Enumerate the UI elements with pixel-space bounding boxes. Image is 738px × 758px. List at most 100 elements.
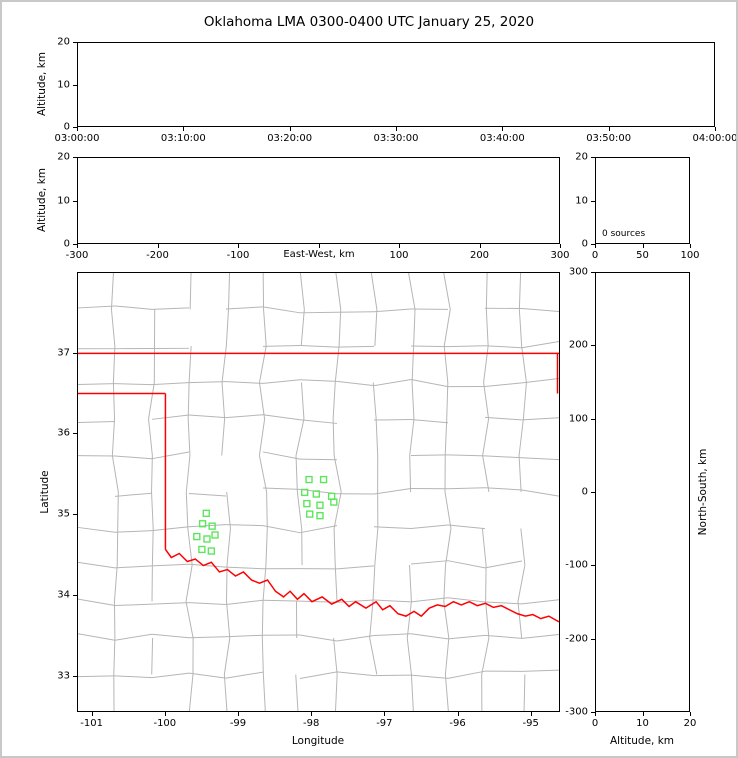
station-markers: [193, 475, 338, 555]
tick-label: 300: [568, 266, 588, 278]
lma-station-marker: [312, 490, 320, 498]
tick-mark: [311, 712, 313, 716]
tick-mark: [77, 127, 78, 131]
tick-label: 10: [636, 718, 649, 729]
ew-altitude-panel: [77, 157, 560, 244]
tick-mark: [73, 675, 77, 677]
time-altitude-panel: [77, 42, 715, 127]
lma-station-marker: [316, 512, 324, 520]
time-panel-ylabel: Altitude, km: [36, 51, 48, 117]
tick-mark: [399, 244, 400, 248]
tick-label: 200: [568, 339, 588, 351]
tick-label: 04:00:00: [692, 133, 738, 144]
tick-label: 20: [683, 718, 697, 729]
tick-mark: [591, 638, 595, 640]
tick-mark: [595, 244, 596, 248]
tick-mark: [73, 594, 77, 596]
county-lines: [78, 273, 559, 711]
lma-station-marker: [316, 501, 324, 509]
tick-mark: [457, 712, 459, 716]
tick-mark: [591, 418, 595, 420]
tick-label: 10: [575, 195, 588, 206]
tick-label: 0: [63, 238, 70, 250]
tick-label: -97: [376, 718, 393, 729]
tick-mark: [73, 433, 77, 435]
tick-label: 34: [57, 589, 70, 601]
lma-station-marker: [208, 522, 216, 530]
tick-label: 100: [389, 250, 409, 261]
tick-mark: [591, 712, 595, 713]
tick-label: 36: [57, 427, 70, 439]
tick-mark: [164, 712, 166, 716]
tick-mark: [591, 244, 595, 245]
lma-station-marker: [198, 545, 206, 554]
ew-panel-xlabel: East-West, km: [283, 249, 355, 260]
tick-mark: [591, 157, 595, 158]
tick-label: 10: [57, 195, 70, 206]
tick-label: -101: [80, 718, 103, 729]
lma-station-marker: [319, 475, 328, 484]
tick-mark: [73, 244, 77, 245]
ew-panel-ylabel: Altitude, km: [36, 167, 48, 233]
tick-label: -98: [303, 718, 320, 729]
tick-label: -99: [229, 718, 247, 729]
tick-mark: [91, 712, 93, 716]
tick-mark: [608, 127, 610, 131]
ns-panel-xlabel: Altitude, km: [609, 735, 675, 747]
lma-station-marker: [193, 532, 201, 541]
tick-label: 33: [57, 670, 70, 682]
tick-label: -100: [565, 559, 588, 571]
tick-label: 35: [57, 508, 70, 520]
tick-mark: [591, 345, 595, 347]
tick-mark: [183, 127, 185, 131]
tick-mark: [318, 244, 320, 248]
tick-label: -100: [153, 718, 177, 729]
tick-label: 300: [550, 250, 570, 261]
tick-label: -300: [565, 706, 588, 718]
tick-label: 37: [57, 347, 70, 359]
tick-label: 03:50:00: [586, 133, 632, 144]
tick-label: 0: [591, 250, 599, 261]
tick-mark: [690, 244, 691, 248]
tick-label: -300: [65, 250, 89, 261]
ns-altitude-panel: [595, 272, 690, 712]
tick-mark: [591, 200, 595, 202]
lma-station-marker: [305, 475, 313, 484]
tick-label: 20: [57, 36, 70, 48]
tick-label: 100: [680, 250, 700, 261]
tick-label: 20: [57, 151, 70, 163]
tick-label: 03:10:00: [160, 133, 206, 144]
tick-mark: [690, 712, 691, 716]
tick-label: 20: [575, 151, 588, 163]
tick-mark: [642, 712, 644, 716]
tick-mark: [73, 127, 77, 128]
tick-mark: [73, 84, 77, 86]
tick-label: 0: [63, 121, 70, 133]
tick-label: 0: [581, 238, 588, 250]
tick-mark: [73, 514, 77, 516]
tick-label: 0: [591, 718, 599, 729]
tick-mark: [384, 712, 386, 716]
tick-label: -200: [565, 633, 588, 645]
tick-mark: [238, 712, 239, 716]
tick-mark: [591, 492, 595, 493]
map-xlabel: Longitude: [291, 735, 345, 747]
tick-mark: [396, 127, 397, 131]
tick-mark: [560, 244, 561, 248]
lma-station-marker: [198, 520, 207, 528]
tick-label: 10: [57, 79, 70, 90]
tick-mark: [73, 200, 77, 202]
map-ylabel: Latitude: [39, 470, 51, 514]
tick-mark: [715, 127, 716, 131]
lma-station-marker: [303, 499, 311, 508]
tick-label: 03:00:00: [54, 133, 100, 144]
tick-mark: [73, 352, 77, 354]
lma-station-marker: [202, 509, 210, 517]
tick-mark: [157, 244, 159, 248]
lma-station-marker: [330, 498, 338, 506]
tick-mark: [73, 157, 77, 158]
state-border: [78, 352, 559, 623]
tick-label: -100: [226, 250, 250, 261]
tick-mark: [238, 244, 239, 248]
map-canvas: [78, 273, 559, 711]
